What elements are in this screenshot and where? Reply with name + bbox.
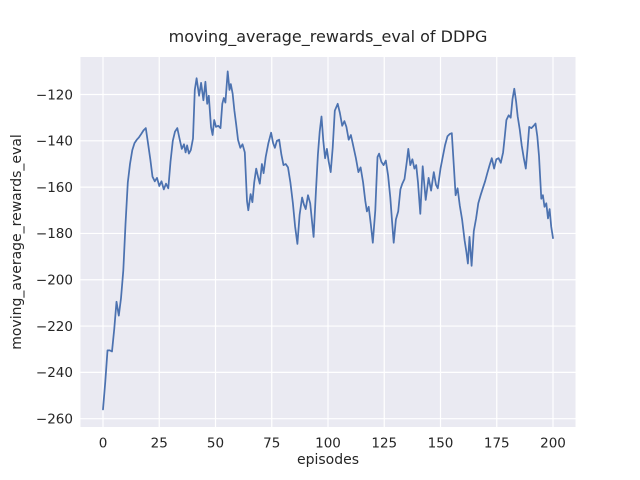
x-tick-label: 175 [484,436,510,452]
x-tick-label: 25 [151,436,168,452]
y-tick-label: −240 [36,365,73,381]
x-tick-label: 0 [99,436,108,452]
x-tick-label: 100 [315,436,341,452]
y-tick-label: −200 [36,273,73,289]
x-tick-label: 75 [263,436,280,452]
grid-layer [80,57,576,427]
y-tick-label: −220 [36,319,73,335]
y-tick-label: −260 [36,411,73,427]
y-axis-label: moving_average_rewards_eval [9,134,25,350]
x-tick-label: 150 [428,436,454,452]
x-tick-label: 125 [371,436,397,452]
x-tick-label: 200 [540,436,566,452]
y-axis-ticks: −120 −140 −160 −180 −200 −220 −240 −260 [36,87,73,427]
y-tick-label: −180 [36,226,73,242]
reward-line-series [102,70,554,411]
y-tick-label: −160 [36,180,73,196]
y-tick-label: −140 [36,134,73,150]
y-tick-label: −120 [36,87,73,103]
x-axis-label: episodes [297,452,359,468]
x-axis-ticks: 0 25 50 75 100 125 150 175 200 [99,436,566,452]
x-tick-label: 50 [207,436,224,452]
chart-title: moving_average_rewards_eval of DDPG [169,27,488,47]
